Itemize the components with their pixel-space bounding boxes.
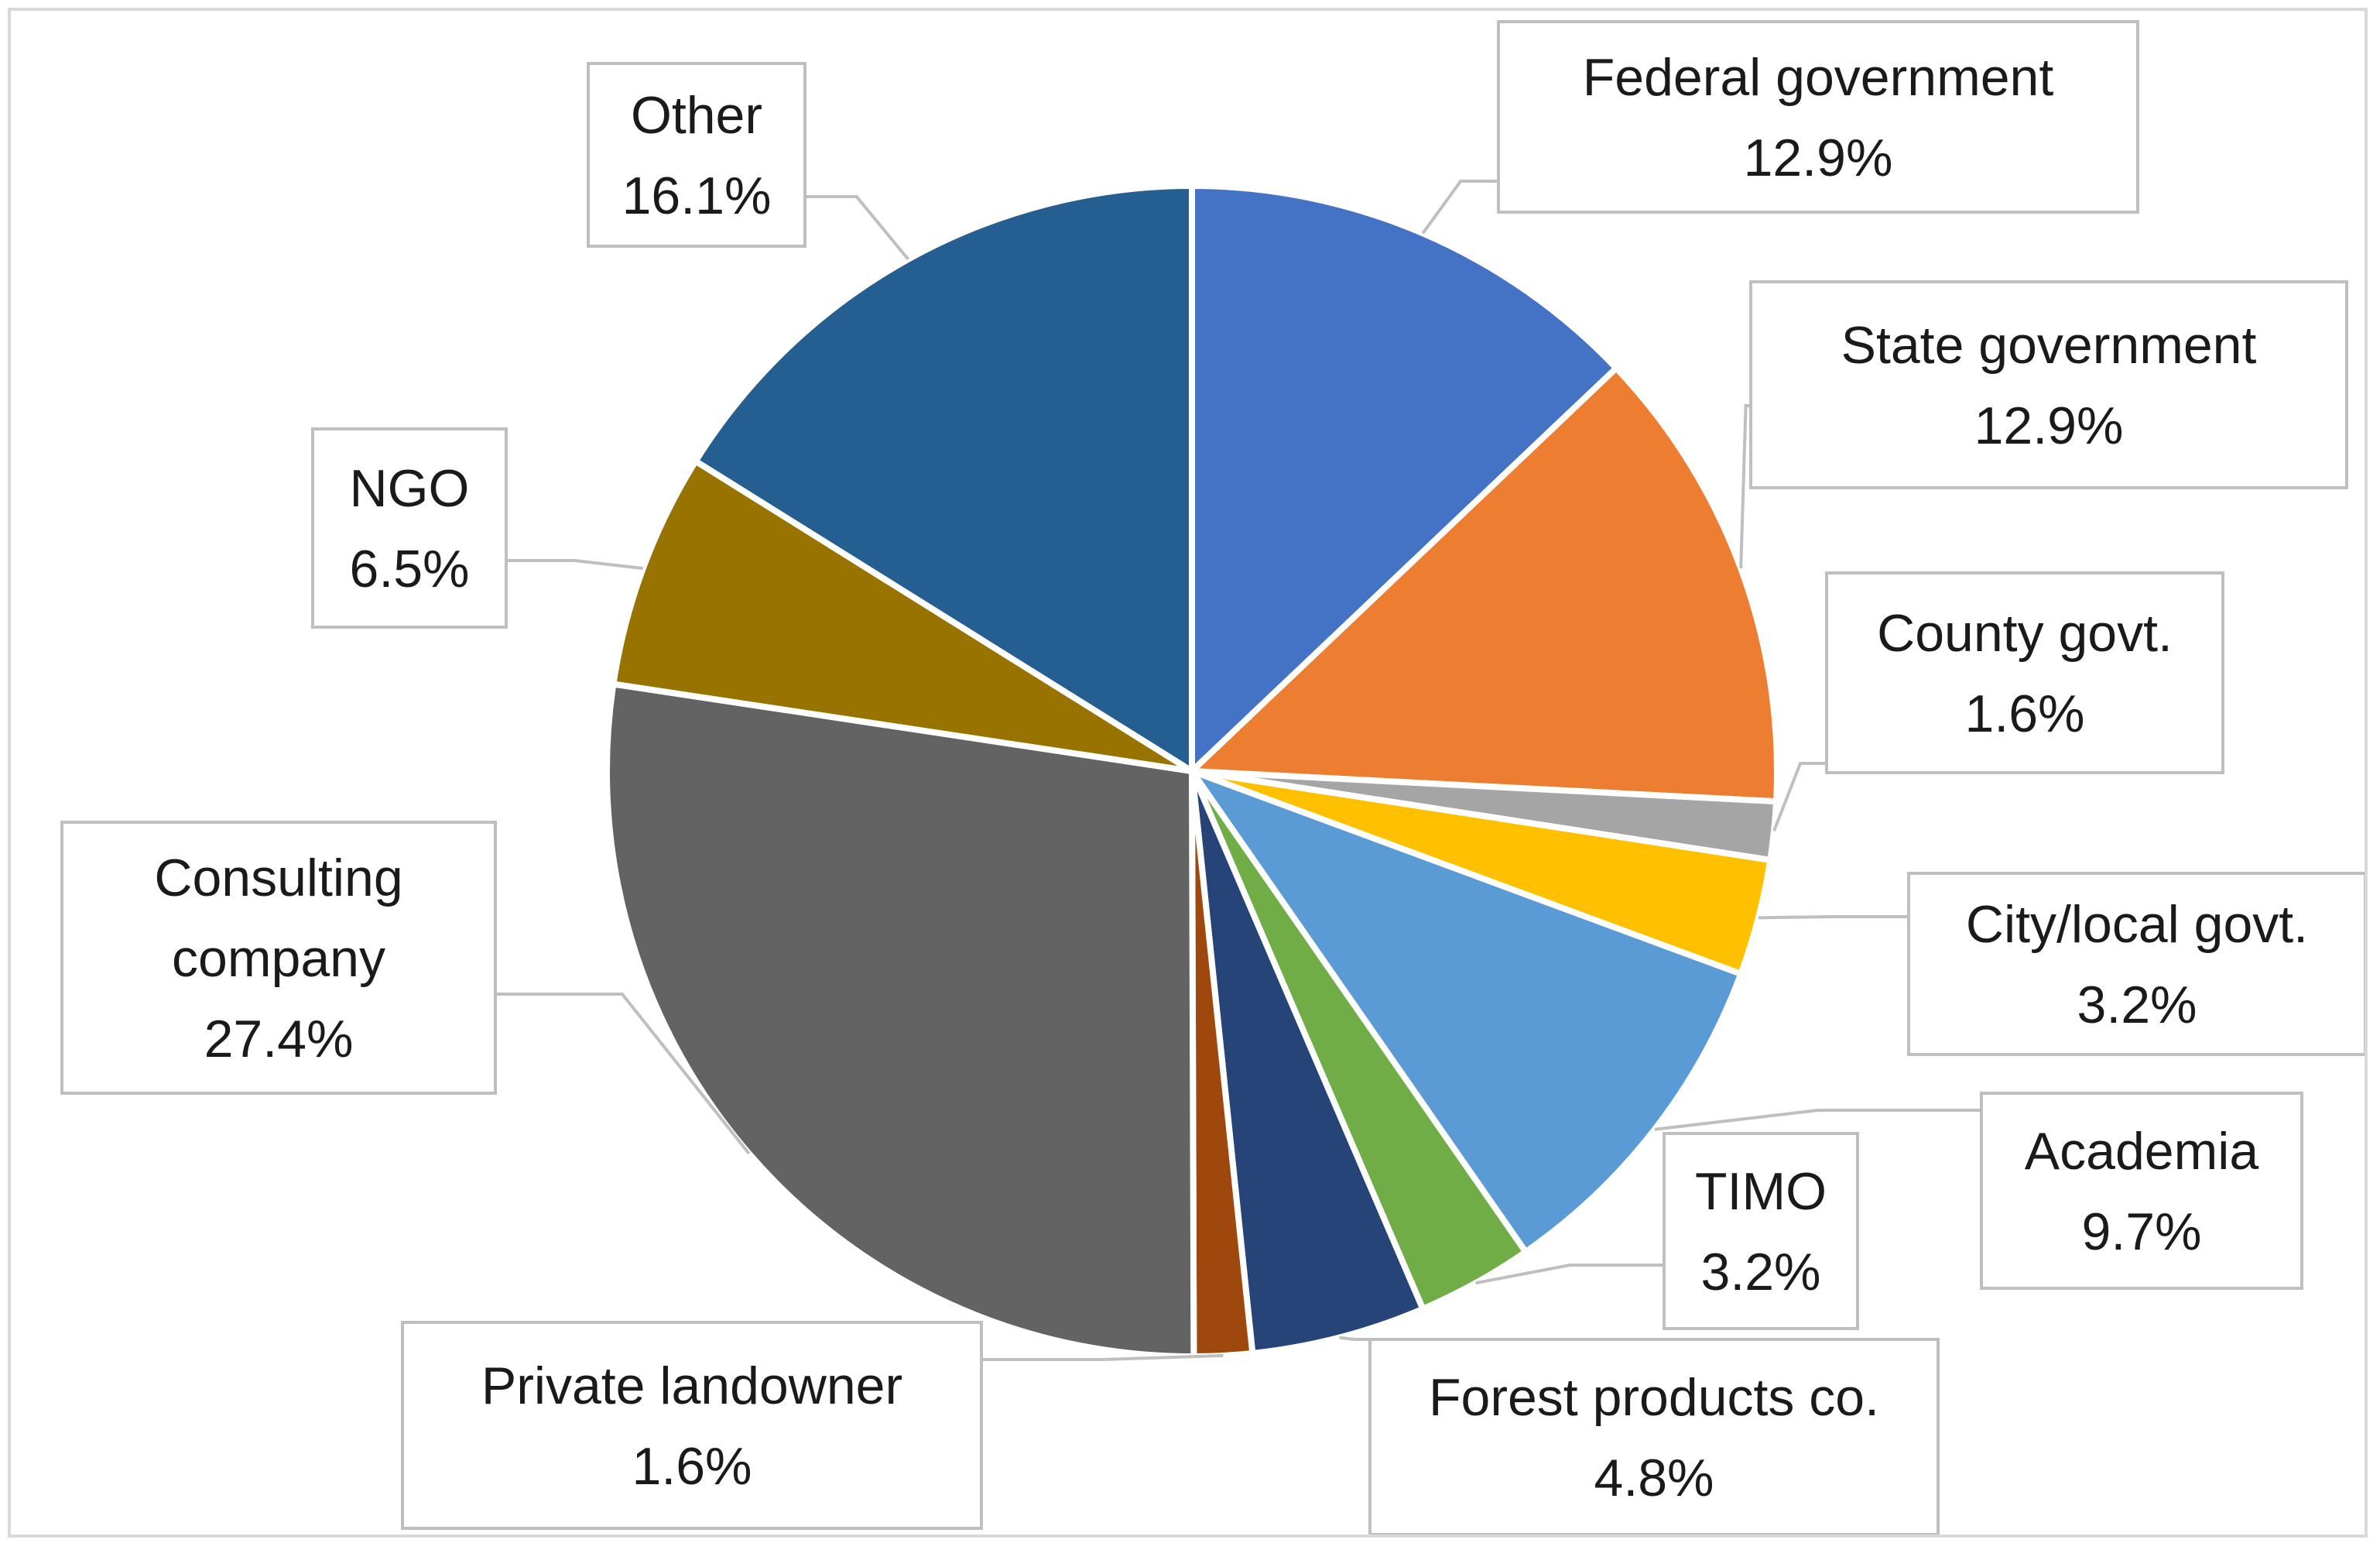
- data-label-box: [401, 1321, 983, 1530]
- leader-line: [495, 993, 751, 1155]
- data-label-category: City/local govt.: [1966, 895, 2308, 954]
- data-label-box: [1749, 280, 2348, 489]
- data-label-category: Private landowner: [481, 1356, 902, 1415]
- pie-slice-consulting-company: [604, 681, 1197, 1360]
- data-label-box: [1497, 20, 2139, 214]
- data-label-category: NGO: [350, 459, 470, 518]
- data-label-box: [1980, 1092, 2303, 1290]
- data-label-value: 3.2%: [2077, 976, 2197, 1034]
- data-label-box: [1663, 1132, 1859, 1330]
- data-label-box: [60, 821, 497, 1095]
- data-label-category: State government: [1841, 316, 2257, 375]
- data-label-value: 27.4%: [204, 1010, 354, 1068]
- data-label-category: Forest products co.: [1429, 1368, 1879, 1427]
- pie-slice-ngo: [610, 458, 1195, 774]
- data-label-category: Academia: [2025, 1122, 2259, 1181]
- pie-slice-other: [692, 183, 1195, 774]
- data-label-value: 16.1%: [622, 166, 772, 225]
- pie-slice-state-government: [1189, 365, 1780, 805]
- data-label-category: TIMO: [1695, 1162, 1827, 1221]
- data-label-value: 12.9%: [1974, 396, 2124, 455]
- data-label-category: Federal government: [1583, 48, 2054, 107]
- leader-line: [1739, 404, 1751, 569]
- data-label-box: [587, 62, 806, 248]
- data-label-value: 4.8%: [1594, 1449, 1714, 1507]
- data-label-box: [311, 427, 508, 629]
- data-label-value: 1.6%: [632, 1437, 752, 1496]
- data-label-box: [1907, 872, 2365, 1056]
- leader-line: [805, 195, 909, 261]
- leader-line: [1654, 1109, 1981, 1131]
- data-label-box: [1825, 571, 2224, 774]
- chart-frame: Federal government 12.9% State government 1…: [8, 8, 2368, 1538]
- data-label-category: County govt.: [1877, 604, 2173, 663]
- pie-chart: Federal government 12.9% State government 1…: [60, 20, 2365, 1535]
- data-label-value: 6.5%: [350, 540, 470, 598]
- leader-line: [981, 1353, 1224, 1361]
- data-label-category: Consulting: [154, 849, 402, 907]
- data-label-value: 12.9%: [1744, 129, 1893, 187]
- data-label-category: company: [172, 929, 385, 988]
- pie-slice-federal-government: [1189, 183, 1620, 774]
- leader-lines: [495, 180, 1981, 1361]
- leader-line: [1772, 762, 1827, 832]
- data-label-category: Other: [631, 86, 762, 145]
- leader-line: [506, 559, 644, 571]
- data-labels: Federal government 12.9% State government 1…: [60, 20, 2365, 1535]
- leader-line: [1339, 1336, 1370, 1341]
- data-label-value: 1.6%: [1965, 684, 2085, 743]
- pie-slice-academia: [1189, 768, 1745, 1255]
- data-label-value: 3.2%: [1701, 1243, 1821, 1301]
- pie-slices: [604, 183, 1780, 1360]
- leader-line: [1421, 180, 1498, 235]
- leader-line: [1475, 1264, 1664, 1285]
- data-label-value: 9.7%: [2082, 1202, 2202, 1261]
- data-label-box: [1368, 1338, 1940, 1535]
- pie-slice-forest-products-co: [1189, 768, 1426, 1356]
